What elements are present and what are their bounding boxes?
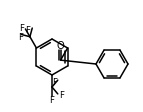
Text: F: F [18,33,23,42]
Text: F: F [52,77,57,86]
Text: F: F [19,24,24,33]
Text: F: F [59,91,64,99]
Text: F: F [49,95,54,104]
Text: F: F [25,26,30,35]
Text: O: O [57,41,64,51]
